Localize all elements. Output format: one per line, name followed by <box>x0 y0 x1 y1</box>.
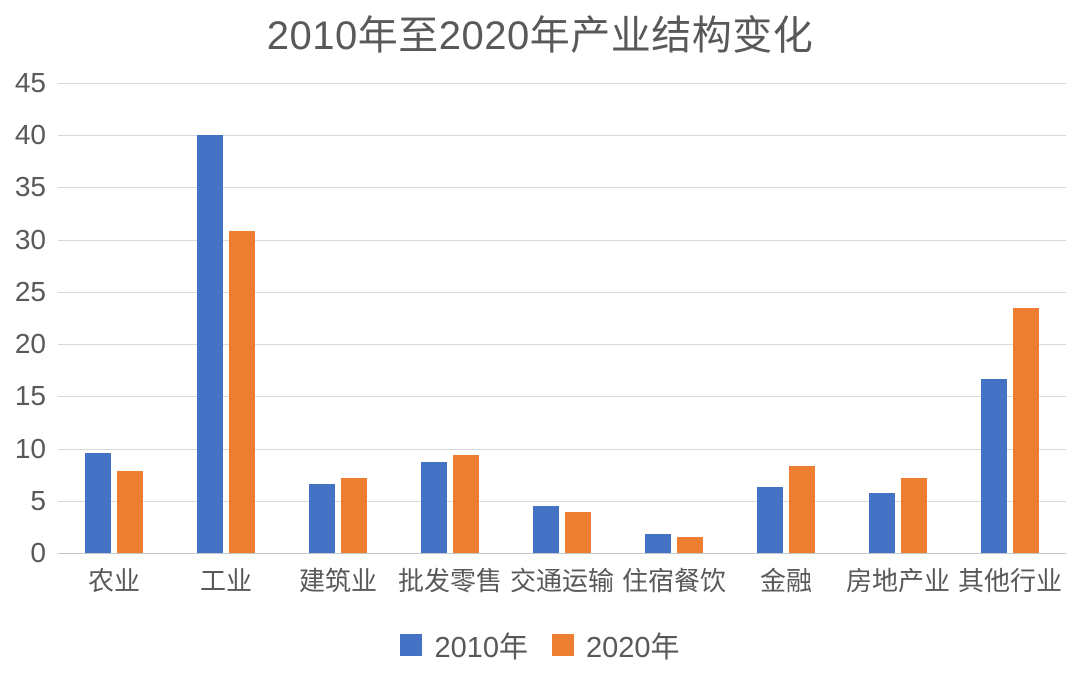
plot-area <box>58 83 1066 554</box>
legend-label-2020: 2020年 <box>586 632 680 664</box>
gridline <box>58 187 1066 189</box>
y-axis-tick-label: 15 <box>14 380 46 412</box>
y-axis-tick-label: 35 <box>14 171 46 203</box>
bar-2010年-其他行业 <box>981 378 1007 553</box>
gridline <box>58 291 1066 293</box>
y-axis: 0 5 10 15 20 25 30 35 40 45 <box>0 67 46 568</box>
bar-2010年-交通运输 <box>533 506 559 553</box>
chart-title: 2010年至2020年产业结构变化 <box>266 14 814 58</box>
x-axis-label: 住宿餐饮 <box>621 566 726 596</box>
gridline <box>58 500 1066 502</box>
x-axis-label: 农业 <box>87 566 140 596</box>
x-axis-label: 金融 <box>759 566 812 596</box>
y-axis-tick-label: 25 <box>14 275 46 307</box>
legend-swatch-2010 <box>400 634 423 656</box>
bar-2010年-工业 <box>197 135 223 553</box>
bar-2020年-批发零售 <box>453 454 479 553</box>
x-axis-label: 房地产业 <box>845 566 950 596</box>
x-axis-label: 交通运输 <box>509 566 614 596</box>
gridline <box>58 344 1066 346</box>
x-axis-label: 批发零售 <box>397 566 502 596</box>
bar-2010年-农业 <box>85 452 111 553</box>
bar-2020年-建筑业 <box>341 477 367 553</box>
x-axis-label: 建筑业 <box>298 566 377 596</box>
bar-2020年-房地产业 <box>901 477 927 553</box>
bar-2020年-工业 <box>229 231 255 553</box>
gridline <box>58 135 1066 137</box>
y-axis-tick-label: 0 <box>30 537 46 568</box>
y-axis-tick-label: 20 <box>14 328 46 360</box>
bar-2020年-农业 <box>117 470 143 553</box>
legend-item-2020: 2020年 <box>552 624 680 666</box>
bar-2020年-住宿餐饮 <box>677 537 703 553</box>
y-axis-tick-label: 40 <box>14 119 46 151</box>
legend-item-2010: 2010年 <box>400 624 528 666</box>
legend: 2010年 2020年 <box>0 624 1080 666</box>
y-axis-tick-label: 45 <box>14 67 46 98</box>
bar-2010年-住宿餐饮 <box>645 534 671 553</box>
bar-2010年-建筑业 <box>309 484 335 553</box>
y-axis-tick-label: 10 <box>14 432 46 464</box>
x-axis-label: 其他行业 <box>957 566 1062 596</box>
gridline <box>58 396 1066 398</box>
bar-2010年-金融 <box>757 487 783 553</box>
bar-2010年-房地产业 <box>869 493 895 553</box>
y-axis-tick-label: 30 <box>14 223 46 255</box>
x-axis-label: 工业 <box>199 566 252 596</box>
bar-2020年-金融 <box>789 466 815 553</box>
legend-swatch-2020 <box>552 634 574 656</box>
gridline <box>58 83 1066 84</box>
x-axis: 农业 工业 建筑业 批发零售 交通运输 住宿餐饮 金融 房地产业 其他行业 <box>58 561 1066 597</box>
gridline <box>58 239 1066 241</box>
bar-2020年-其他行业 <box>1013 307 1039 553</box>
y-axis-tick-label: 5 <box>30 484 46 516</box>
legend-label-2010: 2010年 <box>434 632 528 664</box>
bar-2010年-批发零售 <box>421 462 447 553</box>
bar-2020年-交通运输 <box>565 512 591 553</box>
gridline <box>58 448 1066 450</box>
